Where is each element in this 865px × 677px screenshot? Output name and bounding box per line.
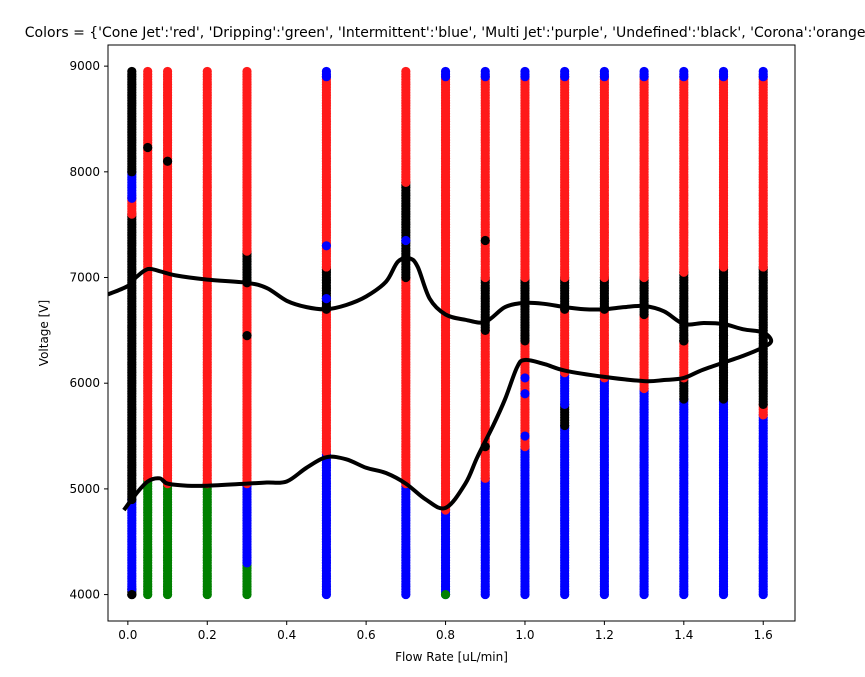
x-tick-label: 1.4	[674, 628, 693, 642]
data-point	[718, 341, 729, 351]
data-point	[679, 66, 689, 77]
data-point	[718, 66, 729, 77]
data-point	[520, 389, 530, 399]
data-point	[143, 142, 153, 153]
data-point	[242, 331, 252, 341]
data-column	[127, 66, 137, 600]
y-axis-label: Voltage [V]	[37, 300, 51, 366]
y-tick-label: 8000	[69, 165, 100, 179]
data-column	[758, 66, 768, 600]
data-point	[440, 66, 451, 77]
data-column	[162, 66, 173, 600]
x-tick-label: 0.8	[436, 628, 455, 642]
data-column	[480, 66, 490, 600]
data-point	[162, 66, 173, 77]
data-point	[162, 156, 173, 166]
plot-area	[108, 66, 774, 600]
x-tick-label: 0.2	[198, 628, 217, 642]
x-axis-label: Flow Rate [uL/min]	[395, 650, 508, 664]
data-point	[321, 294, 332, 304]
data-point	[480, 235, 490, 246]
data-point	[560, 66, 570, 77]
y-tick-label: 6000	[69, 376, 100, 390]
x-tick-label: 1.2	[595, 628, 614, 642]
data-column	[242, 66, 252, 600]
plot-frame	[107, 44, 796, 622]
data-column	[440, 66, 451, 600]
data-column	[520, 66, 530, 600]
x-tick-label: 1.0	[515, 628, 534, 642]
data-column	[321, 66, 332, 600]
x-tick-label: 0.6	[357, 628, 376, 642]
data-column	[599, 66, 609, 600]
data-point	[440, 589, 451, 600]
data-point	[599, 66, 609, 77]
data-point	[520, 431, 530, 441]
data-point	[127, 66, 137, 77]
data-point	[679, 336, 689, 346]
data-point	[520, 66, 530, 77]
data-point	[401, 235, 411, 246]
data-point	[242, 66, 252, 77]
x-tick-label: 0.0	[118, 628, 137, 642]
x-tick-label: 1.6	[754, 628, 773, 642]
data-column	[401, 66, 411, 600]
y-tick-label: 9000	[69, 59, 100, 73]
data-point	[127, 589, 137, 600]
data-column	[639, 66, 649, 600]
data-point	[480, 66, 490, 77]
data-point	[321, 241, 332, 251]
data-point	[321, 66, 332, 77]
data-point	[758, 66, 768, 77]
data-point	[639, 66, 649, 77]
data-point	[520, 373, 530, 383]
y-tick-label: 5000	[69, 482, 100, 496]
data-column	[718, 66, 729, 600]
chart-title: Colors = {'Cone Jet':'red', 'Dripping':'…	[25, 25, 865, 41]
data-point	[401, 66, 411, 77]
boundary-curve	[108, 256, 774, 512]
data-point	[202, 66, 212, 77]
data-column	[202, 66, 212, 600]
data-column	[560, 66, 570, 600]
data-point	[143, 66, 153, 77]
y-tick-label: 7000	[69, 271, 100, 285]
x-tick-label: 0.4	[277, 628, 296, 642]
data-column	[679, 66, 689, 600]
y-tick-label: 4000	[69, 588, 100, 602]
